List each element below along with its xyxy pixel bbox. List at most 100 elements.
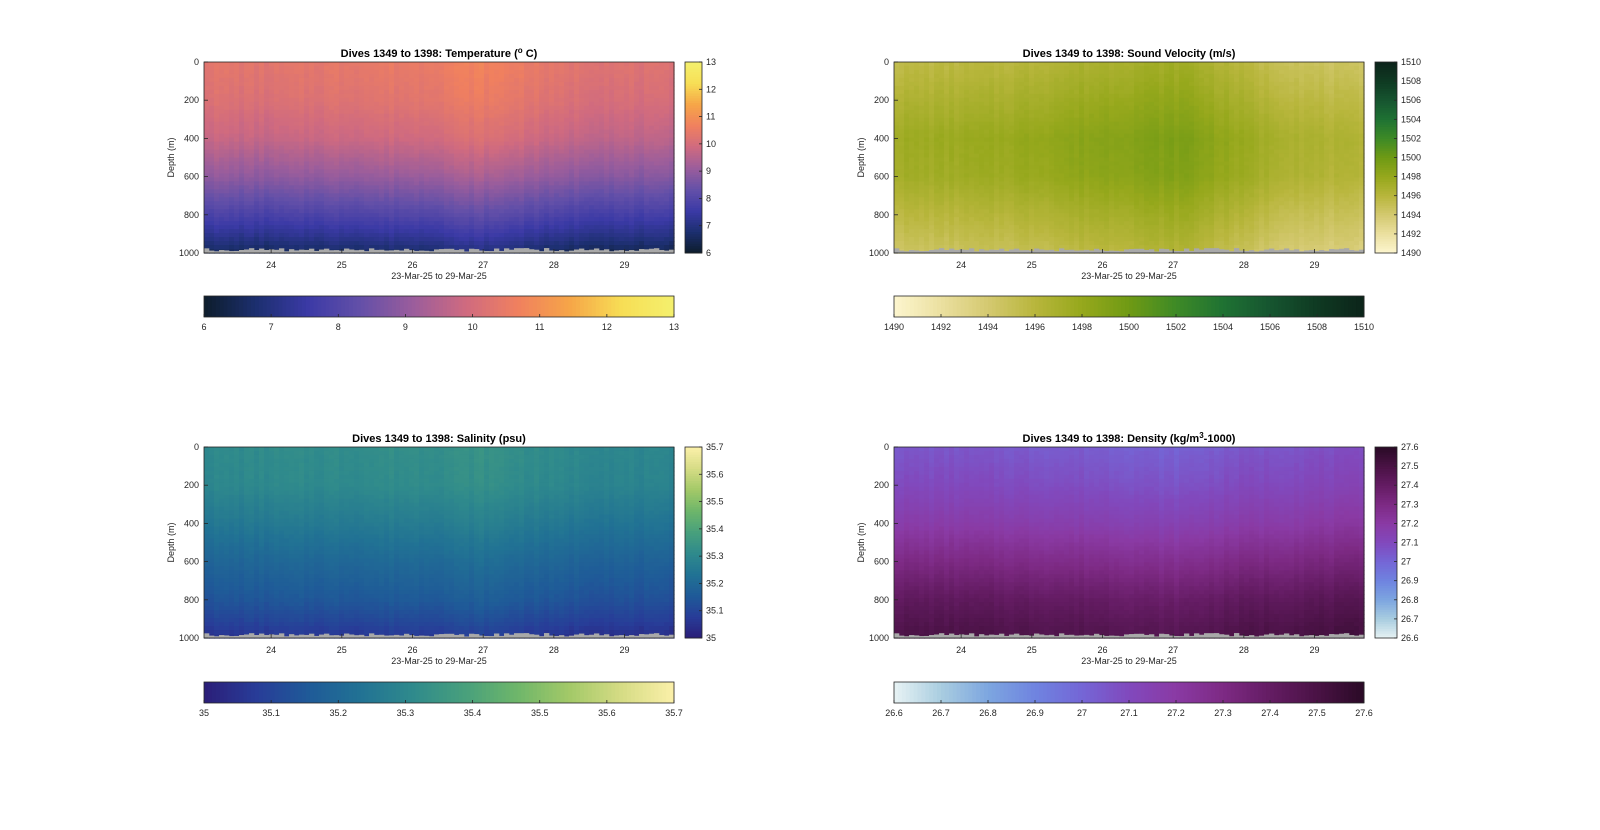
heatmap-cell xyxy=(274,117,280,123)
heatmap-cell xyxy=(574,85,580,91)
heatmap-cell xyxy=(384,62,390,67)
heatmap-cell xyxy=(279,221,285,226)
heatmap-cell xyxy=(254,161,260,167)
heatmap-cell xyxy=(429,117,435,123)
heatmap-cell xyxy=(334,217,340,222)
heatmap-cell xyxy=(359,213,365,218)
heatmap-cell xyxy=(374,145,380,151)
heatmap-cell xyxy=(304,101,310,107)
heatmap-cell xyxy=(229,73,235,79)
heatmap-cell xyxy=(224,69,230,75)
heatmap-cell xyxy=(459,121,465,127)
heatmap-cell xyxy=(269,169,275,175)
heatmap-cell xyxy=(664,169,670,175)
heatmap-cell xyxy=(284,233,290,238)
heatmap-cell xyxy=(424,153,430,159)
heatmap-cell xyxy=(894,213,900,218)
heatmap-cell xyxy=(414,161,420,167)
heatmap-cell xyxy=(234,209,240,214)
heatmap-cell xyxy=(409,193,415,198)
heatmap-cell xyxy=(624,173,630,178)
heatmap-cell xyxy=(374,105,380,111)
heatmap-cell xyxy=(429,237,435,242)
heatmap-cell xyxy=(569,209,575,214)
heatmap-cell xyxy=(659,89,665,95)
heatmap-cell xyxy=(489,153,495,159)
heatmap-cell xyxy=(489,201,495,206)
heatmap-cell xyxy=(384,81,390,87)
heatmap-cell xyxy=(209,85,215,91)
heatmap-cell xyxy=(399,193,405,198)
colorbar-swatch xyxy=(231,296,236,317)
heatmap-cell xyxy=(604,209,610,214)
heatmap-cell xyxy=(559,113,565,119)
heatmap-cell xyxy=(299,189,305,194)
heatmap-cell xyxy=(219,225,225,230)
heatmap-cell xyxy=(539,125,545,131)
no-data-cell xyxy=(309,248,315,253)
heatmap-cell xyxy=(464,73,470,79)
heatmap-cell xyxy=(419,213,425,218)
heatmap-cell xyxy=(369,101,375,107)
heatmap-cell xyxy=(494,245,500,250)
heatmap-cell xyxy=(314,209,320,214)
heatmap-cell xyxy=(484,93,490,99)
heatmap-cell xyxy=(899,153,905,159)
heatmap-cell xyxy=(374,97,380,103)
colorbar-swatch xyxy=(685,107,702,111)
heatmap-cell xyxy=(899,237,905,242)
heatmap-cell xyxy=(629,201,635,206)
heatmap-cell xyxy=(514,161,520,167)
heatmap-cell xyxy=(594,185,600,190)
heatmap-cell xyxy=(304,189,310,194)
heatmap-cell xyxy=(369,209,375,214)
heatmap-cell xyxy=(509,73,515,79)
heatmap-cell xyxy=(229,173,235,178)
heatmap-cell xyxy=(329,145,335,151)
heatmap-cell xyxy=(334,157,340,163)
heatmap-cell xyxy=(449,133,455,139)
heatmap-cell xyxy=(344,205,350,210)
heatmap-cell xyxy=(529,121,535,127)
heatmap-cell xyxy=(229,121,235,127)
heatmap-cell xyxy=(359,69,365,75)
heatmap-cell xyxy=(214,229,220,234)
heatmap-cell xyxy=(429,105,435,111)
heatmap-cell xyxy=(234,189,240,194)
heatmap-cell xyxy=(634,193,640,198)
heatmap-cell xyxy=(654,77,660,83)
heatmap-cell xyxy=(254,185,260,190)
heatmap-cell xyxy=(659,225,665,230)
heatmap-cell xyxy=(654,69,660,75)
heatmap-cell xyxy=(499,217,505,222)
heatmap-cell xyxy=(594,69,600,75)
heatmap-cell xyxy=(359,77,365,83)
heatmap-cell xyxy=(304,157,310,163)
heatmap-cell xyxy=(524,89,530,95)
heatmap-cell xyxy=(604,117,610,123)
heatmap-cell xyxy=(274,69,280,75)
heatmap-cell xyxy=(569,225,575,230)
heatmap-cell xyxy=(214,201,220,206)
heatmap-cell xyxy=(594,193,600,198)
heatmap-cell xyxy=(204,209,210,214)
heatmap-cell xyxy=(319,121,325,127)
heatmap-cell xyxy=(489,133,495,139)
heatmap-cell xyxy=(219,105,225,111)
heatmap-cell xyxy=(334,137,340,143)
heatmap-cell xyxy=(379,169,385,175)
heatmap-cell xyxy=(249,185,255,190)
heatmap-cell xyxy=(359,229,365,234)
heatmap-cell xyxy=(364,157,370,163)
heatmap-cell xyxy=(634,101,640,107)
heatmap-cell xyxy=(894,197,900,202)
heatmap-cell xyxy=(614,62,620,67)
heatmap-cell xyxy=(264,62,270,67)
no-data-cell xyxy=(239,249,245,253)
heatmap-cell xyxy=(309,217,315,222)
heatmap-cell xyxy=(399,113,405,119)
heatmap-cell xyxy=(334,141,340,147)
heatmap-cell xyxy=(384,93,390,99)
heatmap-cell xyxy=(654,109,660,115)
heatmap-cell xyxy=(274,121,280,127)
